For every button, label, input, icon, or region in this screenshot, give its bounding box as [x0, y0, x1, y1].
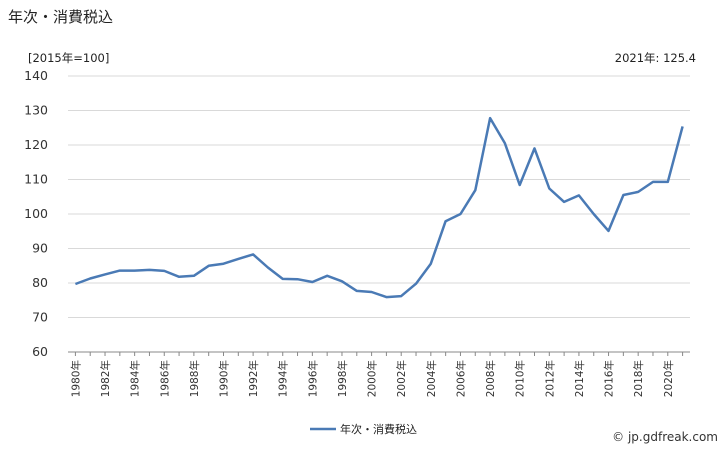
x-tick-label: 1984年: [129, 360, 142, 397]
y-tick-label: 120: [24, 137, 48, 152]
x-tick-label: 2002年: [395, 360, 408, 397]
x-tick-label: 1994年: [277, 360, 290, 397]
y-tick-label: 140: [24, 68, 48, 83]
site-credit: © jp.gdfreak.com: [612, 430, 718, 444]
x-tick-label: 2016年: [603, 360, 616, 397]
x-tick-label: 1990年: [218, 360, 231, 397]
x-tick-label: 1988年: [188, 360, 201, 397]
y-tick-label: 90: [32, 241, 48, 256]
legend-label: 年次・消費税込: [340, 422, 417, 436]
latest-value-label: 2021年: 125.4: [614, 51, 696, 65]
y-tick-label: 70: [32, 310, 48, 325]
x-tick-label: 2014年: [573, 360, 586, 397]
x-tick-label: 1998年: [336, 360, 349, 397]
unit-label: [2015年=100]: [28, 51, 110, 65]
x-tick-label: 1996年: [306, 360, 319, 397]
y-tick-label: 60: [32, 344, 48, 359]
x-tick-label: 2020年: [662, 360, 675, 397]
x-tick-label: 1982年: [99, 360, 112, 397]
x-tick-label: 2000年: [366, 360, 379, 397]
y-tick-label: 80: [32, 275, 48, 290]
x-tick-label: 1986年: [158, 360, 171, 397]
x-tick-label: 2008年: [484, 360, 497, 397]
y-tick-label: 100: [24, 206, 48, 221]
x-tick-label: 2004年: [425, 360, 438, 397]
chart-title: 年次・消費税込: [8, 8, 114, 26]
x-tick-label: 2010年: [514, 360, 527, 397]
x-tick-label: 2006年: [454, 360, 467, 397]
y-tick-label: 130: [24, 103, 48, 118]
x-tick-label: 2018年: [632, 360, 645, 397]
series-line: [74, 116, 684, 299]
x-tick-label: 2012年: [543, 360, 556, 397]
x-tick-label: 1992年: [247, 360, 260, 397]
y-tick-label: 110: [24, 172, 48, 187]
x-tick-label: 1980年: [69, 360, 82, 397]
